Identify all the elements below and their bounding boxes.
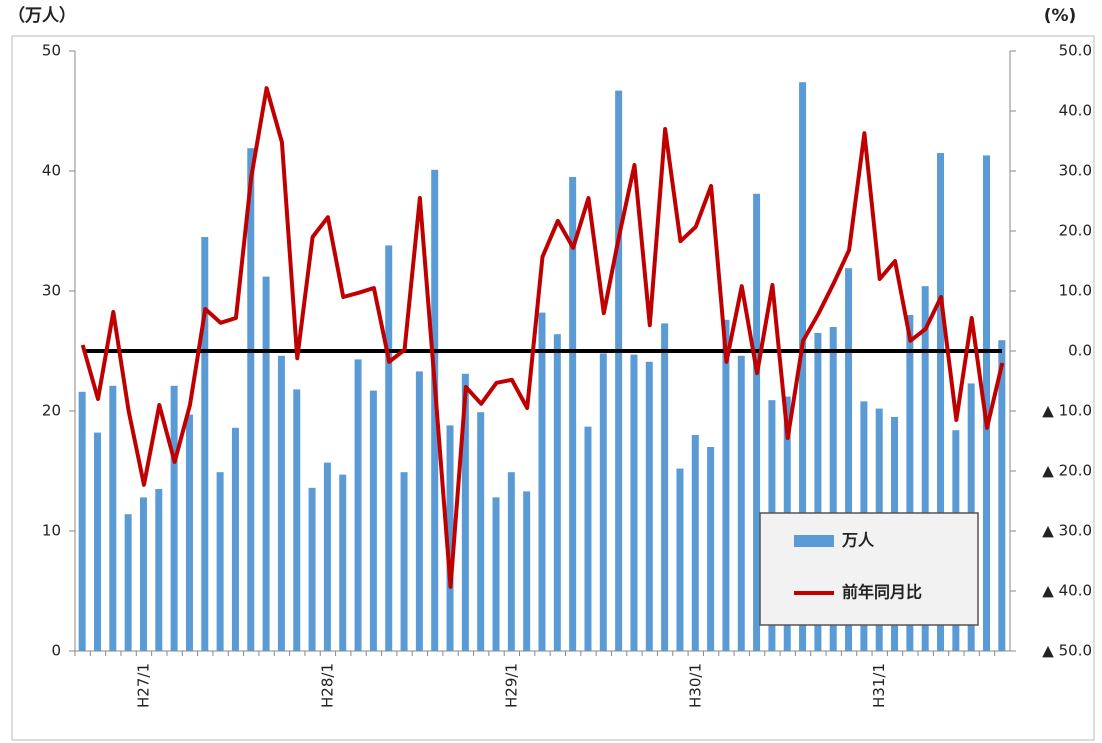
- bar: [293, 389, 301, 651]
- bar: [998, 340, 1006, 651]
- bar: [753, 193, 761, 652]
- x-tick-label: H30/1: [686, 663, 704, 708]
- bar: [569, 177, 577, 651]
- bar: [814, 333, 822, 651]
- bar: [400, 472, 408, 651]
- legend-label: 万人: [841, 531, 875, 550]
- y2-axis-title: (%): [1044, 6, 1077, 26]
- bar: [78, 391, 86, 651]
- bar: [477, 412, 485, 651]
- x-tick-label: H31/1: [870, 663, 888, 708]
- bar: [185, 414, 193, 651]
- bar: [170, 385, 178, 651]
- bar: [829, 327, 837, 651]
- bar: [139, 497, 147, 651]
- y-tick-label: 40: [42, 162, 61, 180]
- y2-tick-label: 0.0: [1068, 342, 1092, 360]
- x-tick-label: H27/1: [134, 663, 152, 708]
- bar: [323, 462, 331, 651]
- bar: [109, 385, 117, 651]
- bar: [446, 425, 454, 651]
- y-tick-label: 0: [51, 642, 61, 660]
- bar: [369, 390, 377, 651]
- bar: [507, 472, 515, 651]
- bar: [538, 312, 546, 651]
- y-tick-label: 50: [42, 42, 61, 60]
- bar: [615, 90, 623, 652]
- bar: [737, 355, 745, 651]
- bar: [799, 82, 807, 651]
- bar: [155, 489, 163, 651]
- y2-tick-label: ▲ 20.0: [1042, 462, 1092, 480]
- bar: [983, 155, 991, 651]
- bar: [262, 276, 270, 651]
- legend-label: 前年同月比: [842, 583, 922, 602]
- y2-tick-label: 40.0: [1059, 102, 1092, 120]
- y2-tick-label: 50.0: [1059, 42, 1092, 60]
- bar: [277, 355, 285, 651]
- bar: [845, 268, 853, 651]
- y-axis-title: （万人）: [8, 5, 76, 26]
- y2-tick-label: 10.0: [1059, 282, 1092, 300]
- bar: [906, 315, 914, 651]
- bar: [645, 361, 653, 651]
- bar: [661, 323, 669, 651]
- bar: [921, 286, 929, 651]
- y-tick-label: 30: [42, 282, 61, 300]
- bar: [630, 354, 638, 651]
- bar: [308, 487, 316, 651]
- bar: [201, 237, 209, 651]
- bar: [523, 491, 531, 651]
- y-tick-label: 20: [42, 402, 61, 420]
- bar: [584, 426, 592, 651]
- frame: [11, 35, 1095, 741]
- bar: [599, 353, 607, 651]
- bar: [247, 148, 255, 651]
- legend-box: [759, 512, 979, 626]
- bar: [339, 474, 347, 651]
- y2-tick-label: ▲ 10.0: [1042, 402, 1092, 420]
- y2-tick-label: 30.0: [1059, 162, 1092, 180]
- y2-tick-label: ▲ 40.0: [1042, 582, 1092, 600]
- bar: [415, 371, 423, 651]
- bar: [492, 497, 500, 651]
- bar: [707, 447, 715, 651]
- y2-tick-label: ▲ 50.0: [1042, 642, 1092, 660]
- x-tick-label: H29/1: [502, 663, 520, 708]
- line: [80, 86, 1005, 589]
- bar: [431, 169, 439, 652]
- bar: [231, 427, 239, 651]
- bar: [461, 373, 469, 651]
- y-tick-label: 10: [42, 522, 61, 540]
- bar: [216, 472, 224, 651]
- y2-tick-label: ▲ 30.0: [1042, 522, 1092, 540]
- bar: [676, 468, 684, 651]
- x-tick-label: H28/1: [318, 663, 336, 708]
- bar: [124, 514, 132, 651]
- bar: [354, 359, 362, 651]
- bar: [385, 245, 393, 651]
- bar: [553, 334, 561, 651]
- bar: [93, 432, 101, 651]
- bar: [691, 435, 699, 651]
- bar: [722, 319, 730, 651]
- bar: [937, 153, 945, 651]
- legend-swatch: [794, 535, 834, 547]
- y2-tick-label: 20.0: [1059, 222, 1092, 240]
